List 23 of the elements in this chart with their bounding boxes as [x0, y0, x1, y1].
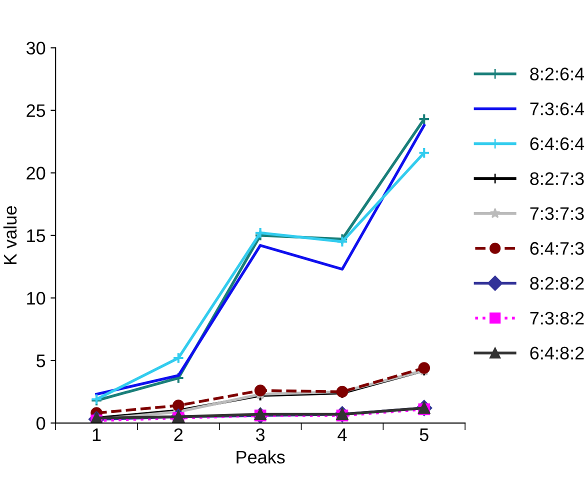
- x-tick-label: 5: [420, 428, 428, 442]
- legend-label: 6:4:8:2: [530, 346, 584, 360]
- legend-label: 7:3:7:3: [530, 207, 584, 220]
- legend-label: 8:2:8:2: [530, 276, 584, 290]
- y-tick-label: 5: [36, 354, 46, 368]
- y-tick-label: 10: [27, 292, 46, 305]
- y-tick-label: 15: [27, 230, 46, 242]
- legend-label: 7:3:6:4: [530, 102, 584, 116]
- legend-label: 7:3:8:2: [530, 312, 584, 325]
- x-axis-title: Peaks: [236, 450, 285, 464]
- legend-label: 6:4:7:3: [530, 242, 584, 255]
- y-tick-label: 0: [36, 416, 46, 430]
- legend-label: 6:4:6:4: [530, 137, 584, 150]
- x-tick-label: 4: [338, 428, 347, 441]
- y-tick-label: 30: [26, 42, 46, 55]
- x-tick-label: 3: [256, 428, 265, 442]
- x-tick-label: 1: [92, 428, 101, 441]
- y-tick-label: 25: [26, 104, 46, 118]
- y-tick-label: 20: [26, 166, 46, 180]
- legend-label: 8:2:7:3: [530, 172, 584, 186]
- x-tick-label: 2: [174, 428, 183, 441]
- y-axis-title: K value: [3, 206, 17, 264]
- legend-label: 8:2:6:4: [530, 68, 584, 80]
